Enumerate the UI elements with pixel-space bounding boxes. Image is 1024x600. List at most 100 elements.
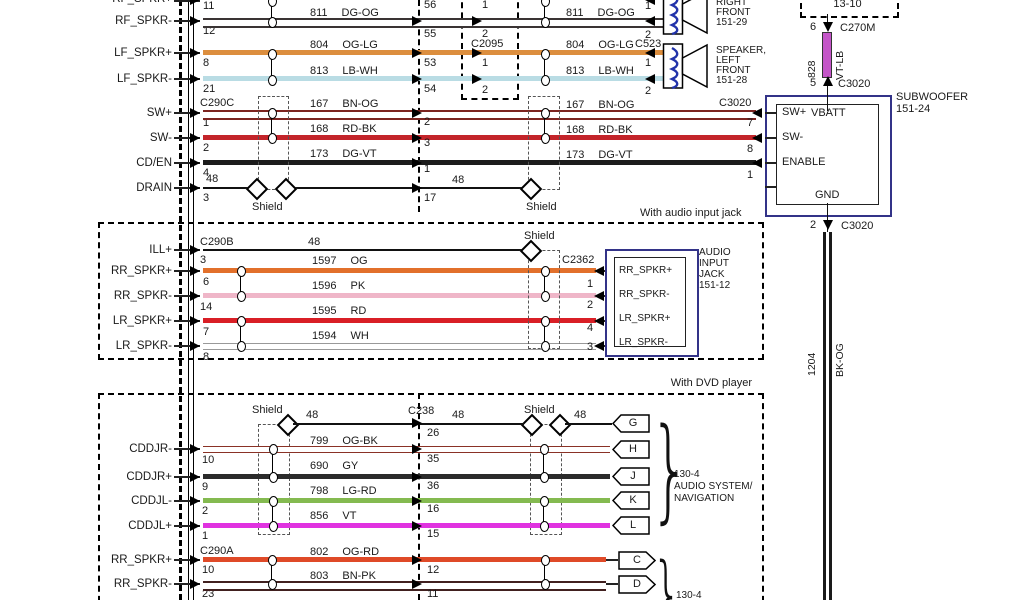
connector-arrow-icon (594, 291, 604, 301)
connector-label-c290c: C290C (200, 97, 235, 109)
connector-arrow-icon (823, 76, 833, 86)
gnd-line (827, 203, 828, 236)
wire-number: 813 (566, 65, 585, 77)
shield-label: Shield (252, 201, 283, 213)
signal-label-rr-spkr-minus: RR_SPKR- (113, 290, 172, 302)
wire-label-1596: 1596 PK (312, 280, 365, 292)
wire-label-802: 802 OG-RD (310, 546, 379, 558)
stub-line (606, 583, 618, 585)
subwoofer-name: SUBWOOFER (896, 91, 969, 103)
connector-arrow-icon (190, 0, 200, 5)
connector-pin: 36 (427, 480, 440, 492)
twist-loop-icon (541, 133, 550, 144)
twist-line-icon (544, 321, 545, 346)
shield-box (528, 96, 560, 190)
leader-line (174, 0, 200, 2)
terminal-letter: C (633, 554, 641, 566)
connector-arrow-icon (645, 48, 655, 58)
connector-label-c270m: C270M (840, 22, 876, 34)
connector-pin: 26 (427, 427, 440, 439)
wire-code-vt-lb: VT-LB (834, 50, 846, 80)
subwoofer-vbatt: VBATT (811, 107, 846, 119)
radio-pin: 8 (203, 351, 210, 363)
brace: } (652, 545, 682, 600)
subwoofer-enable: ENABLE (782, 156, 826, 168)
audio-jack-box (605, 249, 699, 357)
terminal-letter: J (630, 470, 636, 482)
shield-label: Shield (524, 404, 555, 416)
connector-arrow-icon (594, 316, 604, 326)
twist-loop-icon (540, 472, 549, 483)
dvd-section-box (98, 393, 764, 600)
terminal-letter: K (629, 494, 637, 506)
leader-line (174, 500, 200, 502)
radio-pin: 4 (203, 167, 210, 179)
twist-loop-icon (541, 108, 550, 119)
wire-label-1595: 1595 RD (312, 305, 366, 317)
connector-pin: 2 (482, 28, 489, 40)
twist-loop-icon (541, 266, 550, 277)
connector-arrow-icon (190, 555, 200, 565)
shield-label: Shield (252, 404, 283, 416)
leader-line (174, 583, 200, 585)
leader-line (174, 162, 200, 164)
wire-690-gy (203, 474, 610, 479)
connector-arrow-icon (190, 245, 200, 255)
connector-label-c3020: C3020 (838, 78, 871, 90)
wire-color-code: RD-BK (342, 123, 377, 135)
twist-loop-icon (541, 17, 550, 28)
wire-color-code: LB-WH (598, 65, 634, 77)
connector-arrow-icon (823, 22, 833, 32)
stub-line (606, 559, 618, 561)
connector-pin: 12 (427, 564, 440, 576)
terminal-letter: H (629, 443, 637, 455)
connector-arrow-icon (190, 133, 200, 143)
signal-label-cddjl-minus: CDDJL- (131, 495, 172, 507)
twist-line-icon (544, 560, 545, 584)
connector-arrow-icon (472, 48, 482, 58)
terminal-k: K (612, 491, 650, 510)
connector-arrow-icon (752, 158, 762, 168)
wire-color-code: DG-VT (598, 149, 633, 161)
signal-label-cddjr-plus: CDDJR+ (126, 471, 172, 483)
signal-label-lr-spkr-minus: LR_SPKR- (115, 340, 172, 352)
wire-811-dg-og (203, 18, 664, 28)
signal-label-rf-spkr-minus: RF_SPKR- (115, 15, 172, 27)
leader-line (174, 78, 200, 80)
subwoofer-pin: 7 (747, 117, 754, 129)
wire-color-code: DG-OG (597, 7, 635, 19)
wire-label-48: 48 (206, 173, 219, 185)
signal-label-cd-en: CD/EN (136, 157, 172, 169)
jack-pin: 2 (587, 299, 594, 311)
speaker-pin: 1 (645, 0, 652, 12)
terminal-letter: G (628, 417, 638, 429)
radio-pin: 2 (203, 142, 210, 154)
wire-label-173: 173 DG-VT (566, 149, 633, 161)
speaker-pin: 1 (645, 57, 652, 69)
twist-loop-icon (268, 49, 277, 60)
leader-line (174, 112, 200, 114)
wire-167-bn-og (203, 110, 756, 120)
wire-label-813: 813 LB-WH (566, 65, 634, 77)
wire-color-code: OG-BK (342, 435, 378, 447)
twist-loop-icon (268, 75, 277, 86)
wire-1597-og (203, 268, 596, 273)
wire-number: 168 (566, 124, 585, 136)
radio-pin: 12 (203, 25, 216, 37)
stub-line (765, 162, 777, 164)
speaker-lf-ref: 151-28 (716, 75, 748, 86)
wire-1596-pk (203, 293, 596, 298)
twist-line-icon (543, 501, 544, 526)
twist-loop-icon (269, 472, 278, 483)
wire-number: 167 (310, 98, 329, 110)
connector-pin: 16 (427, 503, 440, 515)
wire-color-code: BN-OG (598, 99, 635, 111)
signal-label-cddjr-minus: CDDJR- (129, 443, 172, 455)
wire-798-lg-rd (203, 498, 610, 503)
wire-label-856: 856 VT (310, 510, 356, 522)
subwoofer-gnd: GND (815, 189, 840, 201)
twist-line-icon (543, 449, 544, 477)
nav2-ref: 130-4 (676, 590, 702, 600)
twist-loop-icon (237, 291, 246, 302)
twist-loop-icon (268, 579, 277, 590)
